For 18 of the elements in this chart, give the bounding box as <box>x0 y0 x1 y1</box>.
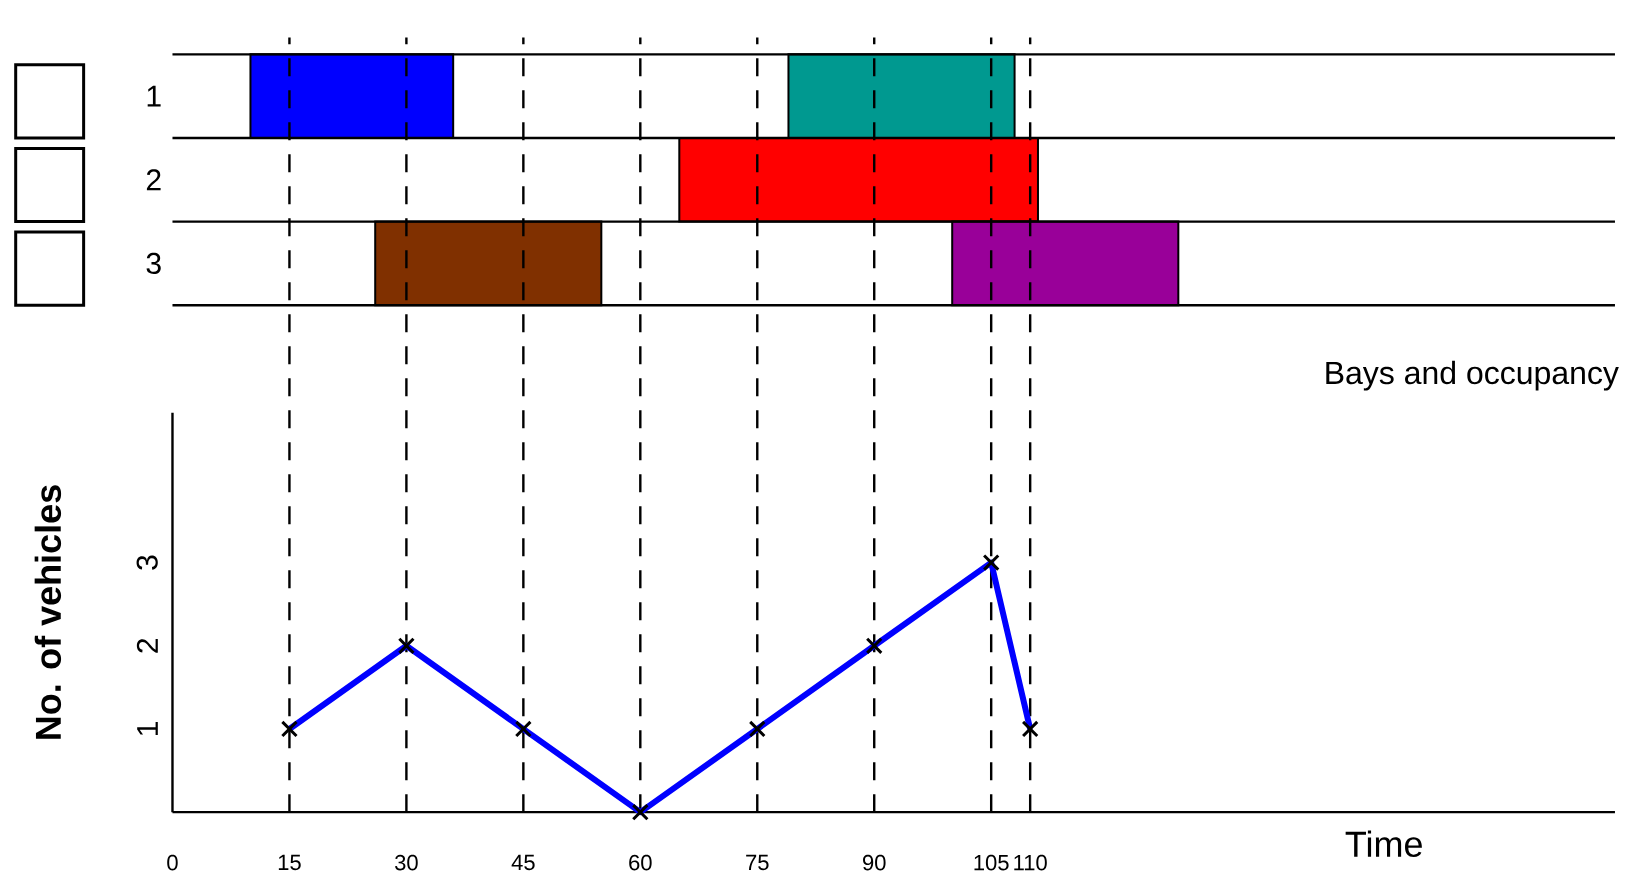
x-tick-label: 90 <box>863 854 886 871</box>
x-tick-label: 45 <box>511 854 535 870</box>
y-tick-label: 2 <box>146 169 161 191</box>
y-tick-label: 3 <box>136 555 158 570</box>
x-tick-label: 75 <box>746 854 769 870</box>
y-tick-label: 1 <box>147 85 161 107</box>
x-tick-label: 60 <box>629 854 652 871</box>
y-tick-label: 1 <box>137 721 158 735</box>
x-tick-label: 30 <box>395 854 418 871</box>
x-tick-label: 110 <box>1014 854 1047 871</box>
y-tick-label: 2 <box>136 638 158 653</box>
x-tick-label: 0 <box>167 854 178 871</box>
x-axis-title: Time <box>1345 830 1422 857</box>
x-tick-label: 15 <box>278 854 301 870</box>
y-axis-title: No. of vehicles <box>34 485 62 739</box>
y-tick-label: 3 <box>146 252 161 274</box>
x-axis-title: Bays and occupancy <box>1326 360 1619 391</box>
x-tick-label: 105 <box>974 854 1009 871</box>
